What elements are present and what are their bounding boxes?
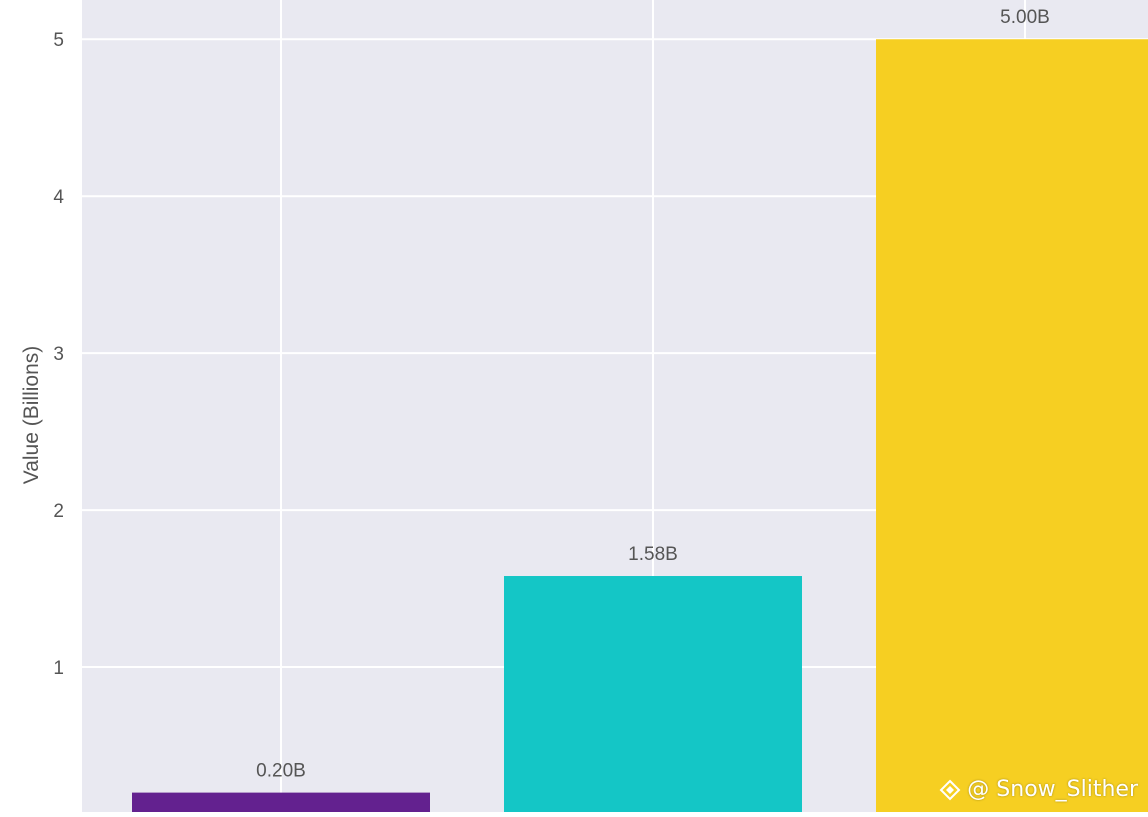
diamond-logo-icon <box>939 779 961 801</box>
y-axis-title: Value (Billions) <box>20 346 43 485</box>
y-tick-label: 4 <box>53 187 64 208</box>
y-tick-label: 3 <box>53 344 64 365</box>
y-axis-ticks: 1 2 3 4 5 <box>53 30 64 679</box>
bar-value-labels: 0.20B 1.58B 5.00B <box>256 7 1050 781</box>
y-tick-label: 1 <box>53 658 64 679</box>
watermark: @ Snow_Slither <box>939 777 1138 802</box>
bar-value-label: 1.58B <box>628 544 678 565</box>
bar <box>876 39 1148 817</box>
watermark-text: @ Snow_Slither <box>967 777 1138 802</box>
y-tick-label: 5 <box>53 30 64 51</box>
bar-value-label: 0.20B <box>256 761 306 782</box>
y-tick-label: 2 <box>53 501 64 522</box>
bar <box>504 576 802 817</box>
bar <box>132 792 430 817</box>
bar-value-label: 5.00B <box>1000 7 1050 28</box>
